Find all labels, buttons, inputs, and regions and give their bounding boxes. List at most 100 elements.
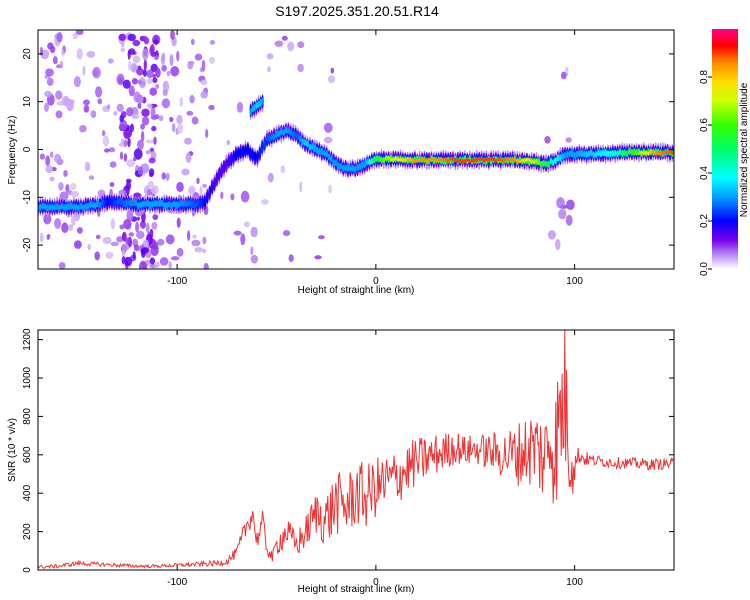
noise-blob	[142, 239, 150, 248]
noise-blob	[261, 199, 269, 205]
noise-blob	[84, 161, 91, 172]
noise-blob	[565, 214, 573, 226]
ridge-cell	[451, 157, 455, 162]
ridge-cell	[165, 202, 169, 207]
ridge-cell	[299, 138, 302, 143]
ridge-cell	[108, 199, 111, 204]
snr-frame	[37, 329, 675, 571]
ridge-cell	[659, 151, 662, 156]
noise-blob	[109, 182, 115, 187]
ridge-cell	[454, 158, 457, 162]
noise-blob	[327, 75, 336, 84]
noise-blob	[45, 68, 54, 77]
noise-blob	[121, 249, 126, 257]
ridge-cell	[275, 133, 278, 138]
ridge-cell	[644, 150, 648, 155]
noise-blob	[137, 102, 142, 109]
ridge-cell	[210, 186, 214, 191]
noise-blob	[119, 142, 125, 147]
ridge-cell	[456, 159, 460, 164]
ridge-cell	[628, 149, 631, 154]
noise-blob	[82, 65, 86, 76]
ridge-cell	[642, 151, 646, 156]
ridge-cell	[342, 166, 345, 171]
noise-blob	[147, 181, 154, 187]
spectrogram-noise	[39, 30, 575, 269]
ridge-cell	[144, 201, 147, 206]
noise-blob	[55, 110, 63, 119]
noise-blob	[141, 108, 150, 117]
ridge-cell	[215, 175, 219, 180]
ridge-cell	[246, 148, 250, 153]
noise-blob	[159, 257, 169, 266]
noise-blob	[45, 155, 51, 167]
x-tick-label: 100	[566, 577, 583, 588]
noise-blob	[240, 233, 246, 246]
noise-blob	[88, 175, 95, 180]
noise-blob	[161, 64, 167, 72]
noise-blob	[76, 227, 83, 234]
x-tick-label: 0	[373, 577, 379, 588]
noise-blob	[192, 234, 197, 239]
ridge-cell	[172, 201, 176, 206]
noise-blob	[155, 67, 161, 78]
noise-blob	[132, 251, 136, 260]
noise-blob	[110, 218, 116, 230]
noise-blob	[70, 183, 77, 191]
noise-blob	[58, 262, 66, 269]
noise-blob	[39, 46, 44, 57]
noise-blob	[274, 40, 284, 47]
ridge-cell	[363, 163, 367, 168]
ridge-cell	[260, 147, 264, 152]
noise-blob	[125, 178, 132, 183]
ridge-cell	[566, 151, 569, 156]
ridge-cell	[530, 159, 533, 164]
noise-blob	[109, 161, 117, 168]
ridge-cell	[353, 166, 357, 171]
noise-blob	[123, 139, 128, 148]
ridge-cell	[435, 158, 438, 163]
noise-blob	[70, 190, 80, 198]
ridge-cell	[115, 199, 118, 204]
noise-blob	[127, 33, 136, 42]
colorbar-ticks: 0.0 0.2 0.4 0.6 0.8	[699, 70, 712, 276]
snr-series	[38, 330, 674, 569]
noise-blob	[140, 220, 146, 229]
ridge-cell	[590, 151, 593, 156]
y-tick-label: 600	[22, 446, 33, 463]
noise-blob	[136, 94, 144, 104]
noise-blob	[250, 246, 254, 256]
noise-blob	[243, 221, 250, 228]
ridge-cell	[93, 203, 97, 208]
noise-blob	[250, 254, 259, 264]
ridge-cell	[427, 157, 431, 162]
ridge-cell	[258, 150, 262, 155]
ridge-cell	[322, 151, 326, 156]
ridge-cell	[415, 159, 419, 163]
ridge-cell	[492, 157, 495, 162]
ridge-cell	[473, 158, 476, 163]
noise-blob	[149, 257, 156, 265]
ridge-cell	[358, 166, 362, 170]
y-tick-label: 20	[22, 48, 33, 60]
ridge-cell	[578, 151, 581, 156]
ridge-cell	[167, 201, 171, 206]
noise-blob	[121, 231, 127, 242]
noise-blob	[75, 30, 84, 35]
ridge-cell	[155, 201, 159, 206]
ridge-cell	[671, 150, 674, 155]
noise-blob	[187, 230, 191, 242]
ridge-cell	[444, 157, 448, 162]
noise-blob	[131, 113, 140, 120]
noise-blob	[555, 239, 561, 251]
ridge-cell	[542, 160, 545, 165]
noise-blob	[169, 54, 174, 67]
noise-blob	[166, 70, 171, 77]
ridge-cell	[330, 157, 333, 162]
ridge-cell	[561, 154, 564, 159]
noise-blob	[71, 215, 76, 227]
noise-blob	[150, 115, 158, 120]
noise-blob	[127, 137, 131, 148]
noise-blob	[107, 104, 111, 110]
ridge-cell	[229, 158, 233, 163]
